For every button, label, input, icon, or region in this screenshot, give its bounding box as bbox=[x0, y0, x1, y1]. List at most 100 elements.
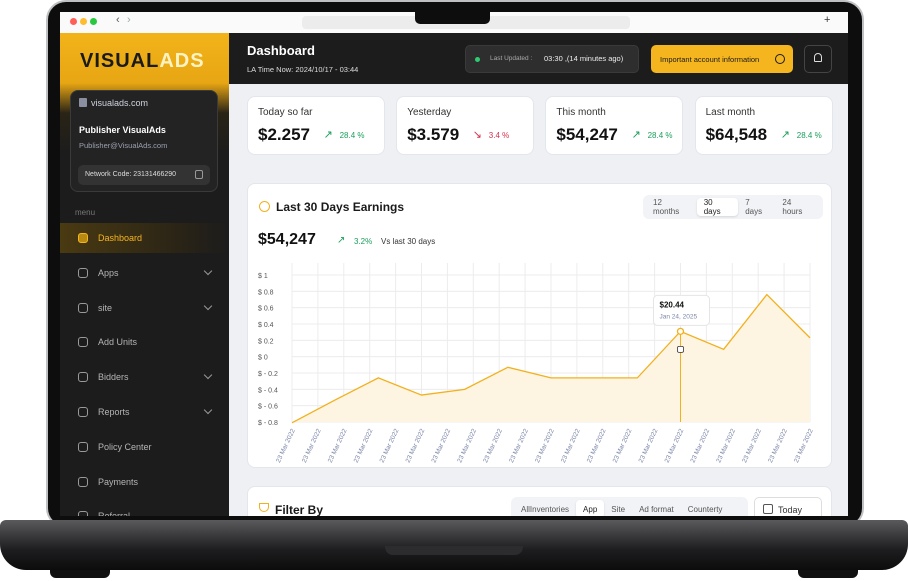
laptop-foot bbox=[50, 570, 110, 578]
minimize-dot[interactable] bbox=[80, 18, 87, 25]
trend-up-icon: ↗ bbox=[631, 129, 641, 141]
nav-item[interactable]: Policy Center bbox=[60, 432, 229, 462]
nav-label: Reports bbox=[98, 407, 130, 417]
button-text: Important account information bbox=[660, 55, 760, 64]
tab[interactable]: AllInventories bbox=[521, 504, 570, 514]
filter-card: Filter By AllInventories App Site Ad format… bbox=[247, 486, 832, 516]
earnings-change: 3.2% bbox=[354, 237, 373, 246]
nav-label: Add Units bbox=[98, 337, 138, 348]
laptop-foot bbox=[798, 570, 858, 578]
nav-icon bbox=[78, 511, 88, 516]
page-title: Dashboard bbox=[247, 43, 315, 58]
stat-value: $64,548 bbox=[705, 125, 768, 144]
nav-label: Policy Center bbox=[98, 441, 152, 452]
tab[interactable]: 30 days bbox=[696, 198, 739, 216]
nav-item[interactable]: Referral bbox=[60, 501, 229, 516]
account-name: Publisher VisualAds bbox=[79, 125, 166, 135]
account-site: visualads.com bbox=[91, 98, 149, 108]
filter-icon bbox=[259, 503, 269, 512]
bell-icon bbox=[814, 53, 822, 62]
nav-icon bbox=[78, 441, 88, 452]
filter-title: Filter By bbox=[275, 503, 324, 516]
chevron bbox=[203, 405, 213, 415]
nav-icon bbox=[78, 267, 88, 278]
screen: ‹ › + VISUALADS visualads.com Publisher … bbox=[60, 12, 848, 516]
stat-card: Last month $64,548 ↗ 28.4 % bbox=[694, 96, 833, 155]
nav-label: site bbox=[98, 302, 113, 313]
tab[interactable]: 24 hours bbox=[782, 198, 803, 216]
stat-card: This month $54,247 ↗ 28.4 % bbox=[545, 96, 684, 155]
nav-item[interactable]: Apps bbox=[60, 258, 229, 288]
account-card: visualads.com Publisher VisualAds Publis… bbox=[70, 90, 218, 192]
help-icon bbox=[775, 54, 785, 64]
period-text: Today bbox=[778, 505, 803, 515]
nav-item[interactable]: Bidders bbox=[60, 362, 229, 392]
nav-item[interactable]: Payments bbox=[60, 467, 229, 497]
nav-label: Referral bbox=[98, 511, 130, 516]
camera-notch bbox=[415, 12, 490, 24]
period-select[interactable]: Today bbox=[754, 497, 822, 516]
close-dot[interactable] bbox=[70, 18, 77, 25]
trend-up-icon: ↗ bbox=[323, 129, 333, 141]
updated-box: Last Updated : 03:30 ,(14 minutes ago) bbox=[465, 45, 639, 73]
tab[interactable]: 12 months bbox=[653, 198, 680, 216]
stat-card: Today so far $2.257 ↗ 28.4 % bbox=[247, 96, 385, 155]
stat-label: This month bbox=[556, 107, 606, 118]
time-info: LA Time Now: 2024/10/17 - 03:44 bbox=[247, 65, 358, 74]
nav-icon bbox=[78, 407, 88, 417]
new-tab-button[interactable]: + bbox=[824, 14, 831, 26]
site-icon bbox=[79, 98, 87, 107]
stat-change: 28.4 % bbox=[647, 131, 673, 140]
forward-button[interactable]: › bbox=[127, 14, 131, 26]
tab[interactable]: 7 days bbox=[745, 198, 763, 216]
nav-item[interactable]: Dashboard bbox=[60, 223, 229, 253]
stat-change: 3.4 % bbox=[488, 131, 510, 140]
nav-icon bbox=[78, 233, 88, 243]
stat-value: $54,247 bbox=[556, 125, 618, 144]
chevron bbox=[203, 370, 213, 380]
tab[interactable]: Ad format bbox=[639, 504, 674, 514]
nav-icon bbox=[78, 372, 88, 383]
time-value: 2024/10/17 - 03:44 bbox=[295, 65, 359, 74]
notification-button[interactable] bbox=[804, 45, 832, 73]
earnings-card: Last 30 Days Earnings 12 months 30 days 7 … bbox=[247, 183, 832, 468]
zoom-dot[interactable] bbox=[90, 18, 97, 25]
tab[interactable]: Site bbox=[611, 504, 626, 514]
updated-label: Last Updated : bbox=[490, 55, 533, 62]
menu-label: menu bbox=[75, 208, 96, 217]
nav-icon bbox=[78, 302, 88, 313]
nav-item[interactable]: site bbox=[60, 293, 229, 323]
earnings-title: Last 30 Days Earnings bbox=[276, 200, 405, 214]
earnings-icon bbox=[259, 201, 270, 212]
tab[interactable]: App bbox=[576, 500, 605, 516]
updated-value: 03:30 ,(14 minutes ago) bbox=[544, 54, 624, 63]
nav-icon bbox=[78, 337, 88, 348]
time-label: LA Time Now: bbox=[247, 65, 294, 74]
range-tabs: 12 months 30 days 7 days 24 hours bbox=[643, 195, 823, 219]
stat-card: Yesterday $3.579 ↘ 3.4 % bbox=[396, 96, 535, 155]
network-code: Network Code: 23131466290 bbox=[85, 171, 177, 178]
back-button[interactable]: ‹ bbox=[116, 14, 120, 26]
network-code-box[interactable]: Network Code: 23131466290 bbox=[78, 165, 210, 185]
account-email: Publisher@VisualAds.com bbox=[79, 141, 168, 150]
nav-icon bbox=[78, 476, 88, 487]
stat-change: 28.4 % bbox=[796, 131, 822, 140]
nav-label: Apps bbox=[98, 267, 119, 278]
tab[interactable]: Counterty bbox=[687, 504, 723, 514]
logo-text: ADS bbox=[159, 50, 205, 72]
nav-item[interactable]: Add Units bbox=[60, 327, 229, 357]
filter-tabs: AllInventories App Site Ad format Counterty bbox=[511, 497, 748, 516]
header: Dashboard LA Time Now: 2024/10/17 - 03:4… bbox=[229, 33, 848, 84]
trend-up-icon: ↗ bbox=[337, 235, 346, 246]
logo: VISUALADS bbox=[80, 50, 205, 73]
copy-icon[interactable] bbox=[195, 170, 203, 179]
stat-label: Today so far bbox=[258, 107, 313, 118]
earnings-total: $54,247 bbox=[258, 231, 316, 248]
laptop-notch bbox=[385, 546, 523, 555]
nav-item[interactable]: Reports bbox=[60, 397, 229, 427]
stat-value: $2.257 bbox=[258, 125, 310, 144]
chevron bbox=[203, 266, 213, 276]
chevron bbox=[203, 301, 213, 310]
important-info-button[interactable]: Important account information bbox=[651, 45, 793, 73]
